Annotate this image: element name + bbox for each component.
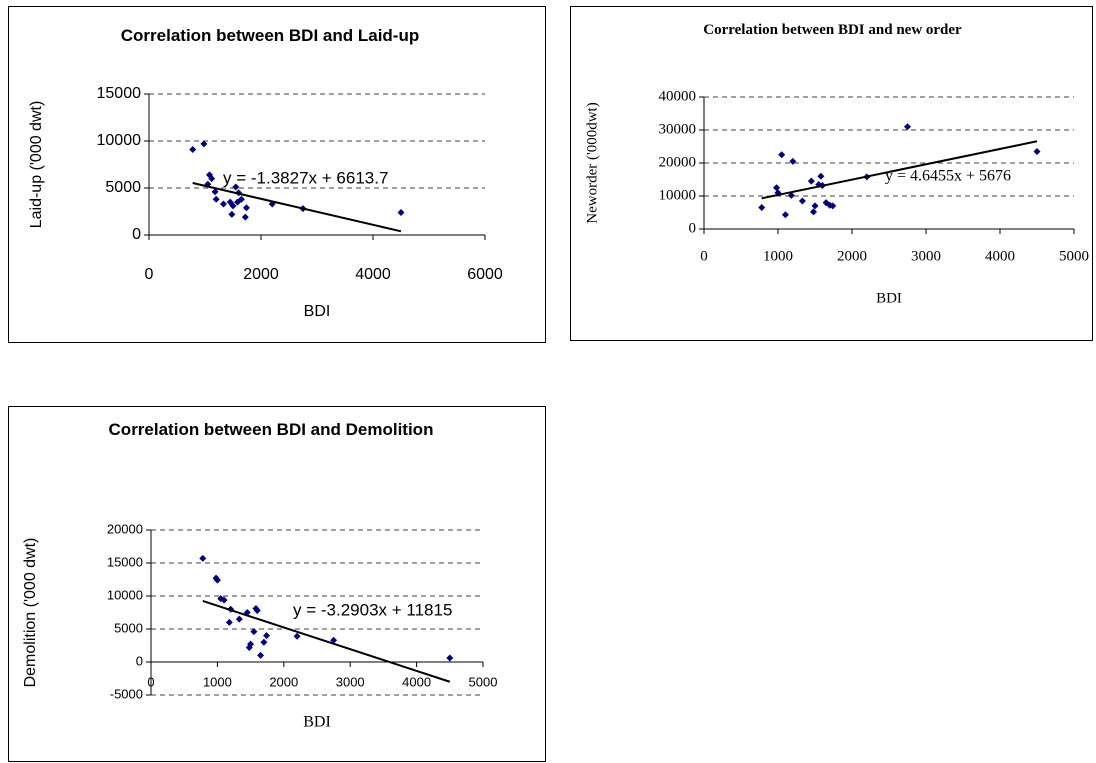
point <box>213 576 221 584</box>
y-tick-label: 5000 <box>114 620 143 635</box>
point <box>235 615 243 623</box>
chart-frame: Correlation between BDI and new order 0 10… <box>570 6 1093 341</box>
point <box>232 183 240 191</box>
point <box>781 211 789 219</box>
y-tick-label: 20000 <box>107 521 143 536</box>
chart-title: Correlation between BDI and new order <box>703 22 962 38</box>
x-tick-label: 3000 <box>911 248 941 264</box>
point <box>1033 147 1041 155</box>
point <box>200 140 208 148</box>
point <box>208 175 216 183</box>
point <box>260 638 268 646</box>
x-tick-label: 4000 <box>402 674 431 689</box>
x-tick-label: 4000 <box>985 248 1015 264</box>
chart: 0 10000 20000 30000 40000 0 1000 2000 3000 4000 50… <box>584 88 1089 306</box>
x-tick-label: 0 <box>145 266 154 283</box>
point <box>807 177 815 185</box>
x-tick-label: 2000 <box>269 674 298 689</box>
point <box>225 618 233 626</box>
point <box>199 554 207 562</box>
point <box>293 632 301 640</box>
point <box>237 195 245 203</box>
y-axis-label: Laid-up ('000 dwt) <box>28 101 45 229</box>
x-tick-label: 6000 <box>467 266 503 283</box>
y-tick-label: -5000 <box>110 686 143 701</box>
chart: -5000 0 5000 10000 15000 20000 0 1000 2000 3000 40… <box>22 521 498 731</box>
x-tick-label: 0 <box>700 248 708 264</box>
point <box>189 145 197 153</box>
point <box>247 640 255 648</box>
point <box>829 202 837 210</box>
y-tick-label: 15000 <box>97 85 142 102</box>
point <box>789 157 797 165</box>
point <box>220 596 228 604</box>
point <box>904 123 911 131</box>
x-axis-label: BDI <box>304 303 331 320</box>
point <box>211 188 219 196</box>
x-tick-label: 1000 <box>203 674 232 689</box>
point <box>758 204 766 212</box>
y-tick-label: 30000 <box>659 121 697 137</box>
trendline <box>192 181 402 233</box>
point <box>229 202 237 210</box>
point <box>817 172 825 180</box>
x-tick-label: 1000 <box>763 248 793 264</box>
point <box>228 210 236 218</box>
point <box>245 643 253 651</box>
point <box>798 197 806 205</box>
trendline-equation: y = 4.6455x + 5676 <box>885 168 1011 185</box>
point <box>241 213 249 221</box>
x-axis-label: BDI <box>876 290 902 306</box>
point <box>778 151 786 159</box>
x-tick-label: 2000 <box>837 248 867 264</box>
y-tick-label: 0 <box>132 226 141 243</box>
point <box>811 202 819 210</box>
point <box>257 651 265 659</box>
point <box>446 654 454 662</box>
x-tick-label: 5000 <box>469 674 498 689</box>
x-tick-label: 5000 <box>1059 248 1089 264</box>
x-tick-label: 0 <box>147 674 154 689</box>
x-tick-label: 2000 <box>243 266 279 283</box>
point <box>217 595 225 603</box>
point <box>263 632 271 640</box>
y-tick-label: 20000 <box>659 154 697 170</box>
y-tick-label: 0 <box>136 653 143 668</box>
y-tick-label: 15000 <box>107 554 143 569</box>
point <box>397 208 405 216</box>
point <box>810 208 818 216</box>
chart-frame: Correlation between BDI and Demolition -5… <box>8 406 546 762</box>
y-tick-label: 5000 <box>105 179 141 196</box>
chart-title: Correlation between BDI and Laid-up <box>120 26 420 45</box>
y-tick-label: 10000 <box>659 187 697 203</box>
point <box>219 200 227 208</box>
chart: 0 5000 10000 15000 0 2000 4000 6000 BDI Laid-up (… <box>28 85 503 320</box>
point <box>212 195 220 203</box>
trendline <box>202 600 451 683</box>
y-axis-label: Neworder ('000dwt) <box>584 102 600 223</box>
point <box>773 184 781 192</box>
y-tick-label: 0 <box>689 220 697 236</box>
y-tick-label: 40000 <box>659 88 697 104</box>
trendline <box>761 140 1038 200</box>
point <box>242 204 250 212</box>
point <box>330 636 338 644</box>
y-tick-label: 10000 <box>97 132 142 149</box>
point <box>253 607 261 615</box>
x-tick-label: 3000 <box>336 674 365 689</box>
y-axis-label: Demolition ('000 dwt) <box>22 538 39 688</box>
point <box>250 628 258 636</box>
point <box>787 191 795 199</box>
trendline-equation: y = -3.2903x + 11815 <box>293 600 452 619</box>
chart-frame: Correlation between BDI and Laid-up 0 5000… <box>8 6 546 343</box>
chart-title: Correlation between BDI and Demolition <box>108 420 434 439</box>
trendline-equation: y = -1.3827x + 6613.7 <box>223 168 388 187</box>
x-axis-label: BDI <box>303 714 331 731</box>
y-tick-label: 10000 <box>107 587 143 602</box>
x-tick-label: 4000 <box>355 266 391 283</box>
